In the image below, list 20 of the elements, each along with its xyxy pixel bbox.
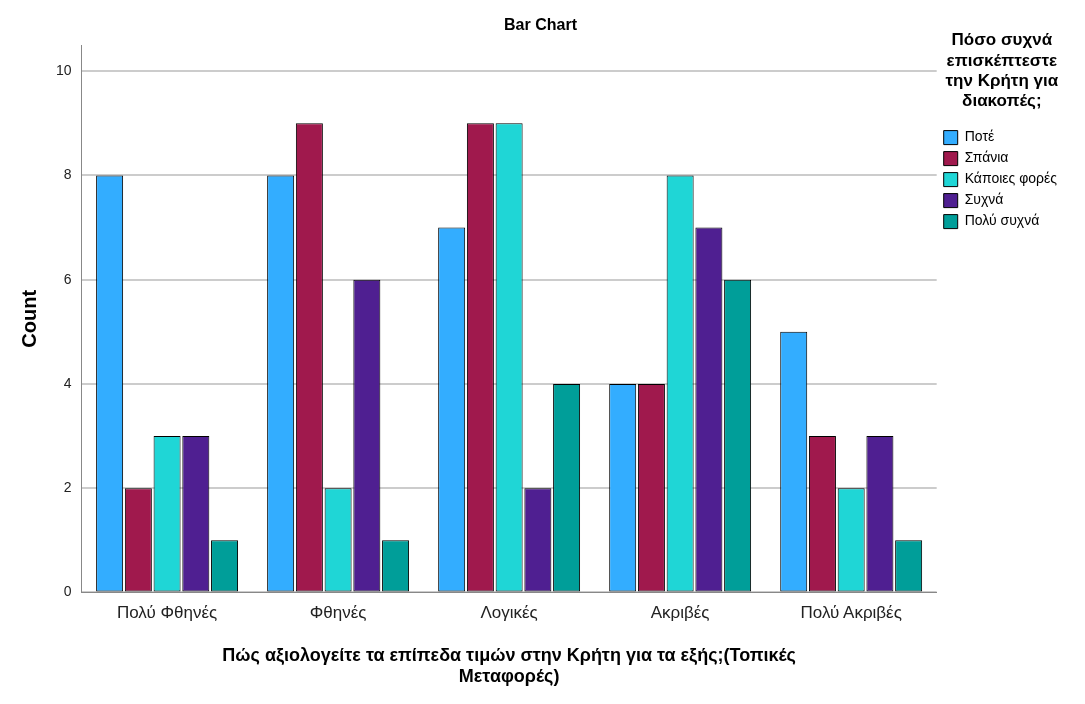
y-tick-label: 0 bbox=[63, 583, 72, 600]
y-axis-title: Count bbox=[17, 289, 40, 348]
x-tick-label: Φθηνές bbox=[309, 603, 367, 623]
legend-label: Συχνά bbox=[964, 191, 1004, 208]
legend-label: Πολύ συχνά bbox=[964, 212, 1040, 229]
y-tick-label: 2 bbox=[63, 479, 72, 496]
legend-label: Ποτέ bbox=[964, 128, 995, 145]
y-tick-label: 8 bbox=[63, 166, 72, 183]
x-tick-label: Πολύ Φθηνές bbox=[116, 603, 218, 623]
legend-title: Πόσο συχνά επισκέπτεστε την Κρήτη για διακοπές; bbox=[945, 30, 1059, 111]
x-axis-title: Πώς αξιολογείτε τα επίπεδα τιμών στην Κρήτη για τα εξής;(Τοπικές Μεταφορές) bbox=[222, 644, 796, 687]
x-tick-label: Ακριβές bbox=[650, 603, 710, 623]
y-tick-label: 10 bbox=[55, 62, 72, 79]
legend-label: Σπάνια bbox=[964, 149, 1009, 166]
legend-label: Κάποιες φορές bbox=[964, 170, 1058, 187]
chart-title: Bar Chart bbox=[504, 16, 578, 34]
x-tick-label: Λογικές bbox=[480, 603, 538, 623]
x-tick-label: Πολύ Ακριβές bbox=[800, 603, 902, 623]
y-tick-label: 4 bbox=[63, 374, 72, 391]
y-tick-label: 6 bbox=[63, 270, 72, 287]
